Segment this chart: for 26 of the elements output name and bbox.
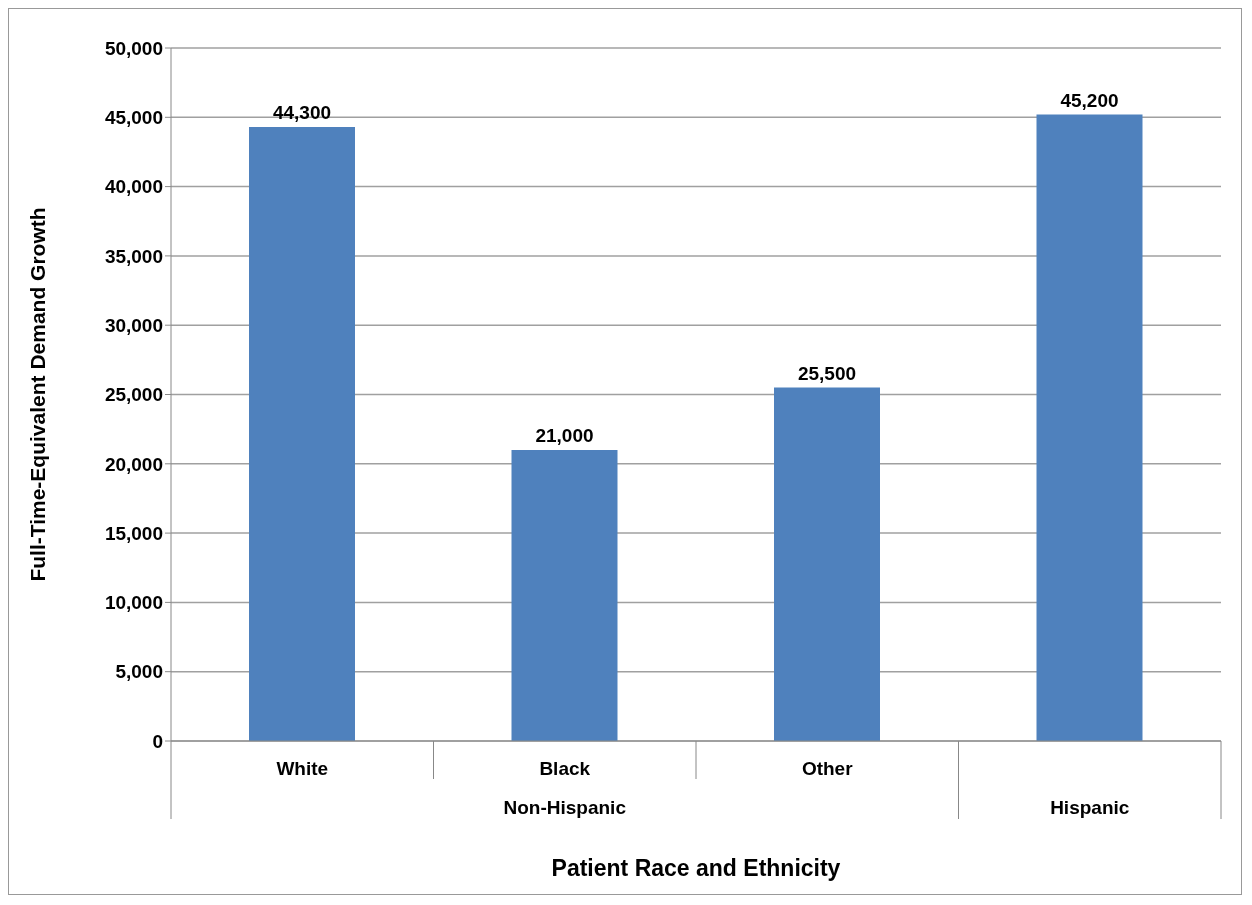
x-tick-label: White: [276, 758, 329, 779]
x-tick-label: Other: [801, 758, 854, 779]
y-tick-label: 25,000: [104, 384, 163, 406]
bar: [511, 449, 618, 741]
y-tick-label: 35,000: [104, 245, 163, 267]
text: Hispanic: [1050, 797, 1130, 818]
data-label: 21,000: [535, 424, 594, 446]
y-tick-label: 50,000: [104, 37, 163, 59]
x-tick-label: Black: [539, 758, 591, 779]
data-label: 45,200: [1060, 89, 1119, 111]
y-tick-label: 15,000: [104, 522, 163, 544]
y-axis-title: Full-Time-Equivalent Demand Growth: [26, 207, 49, 582]
y-tick-label: 20,000: [104, 453, 163, 475]
y-tick-label: 0: [152, 730, 163, 752]
y-tick-label: 5,000: [115, 661, 163, 683]
data-label: 25,500: [797, 362, 857, 384]
bar: [249, 127, 355, 741]
bar: [774, 387, 880, 741]
data-label: 44,300: [272, 102, 332, 123]
y-tick-label: 10,000: [104, 592, 163, 614]
text: Non-Hispanic: [503, 797, 627, 818]
y-tick-label: 45,000: [104, 107, 163, 129]
bar: [1036, 114, 1143, 741]
x-axis-title: Patient Race and Ethnicity: [551, 855, 841, 881]
y-tick-label: 30,000: [104, 314, 163, 336]
y-tick-label: 40,000: [104, 176, 163, 198]
